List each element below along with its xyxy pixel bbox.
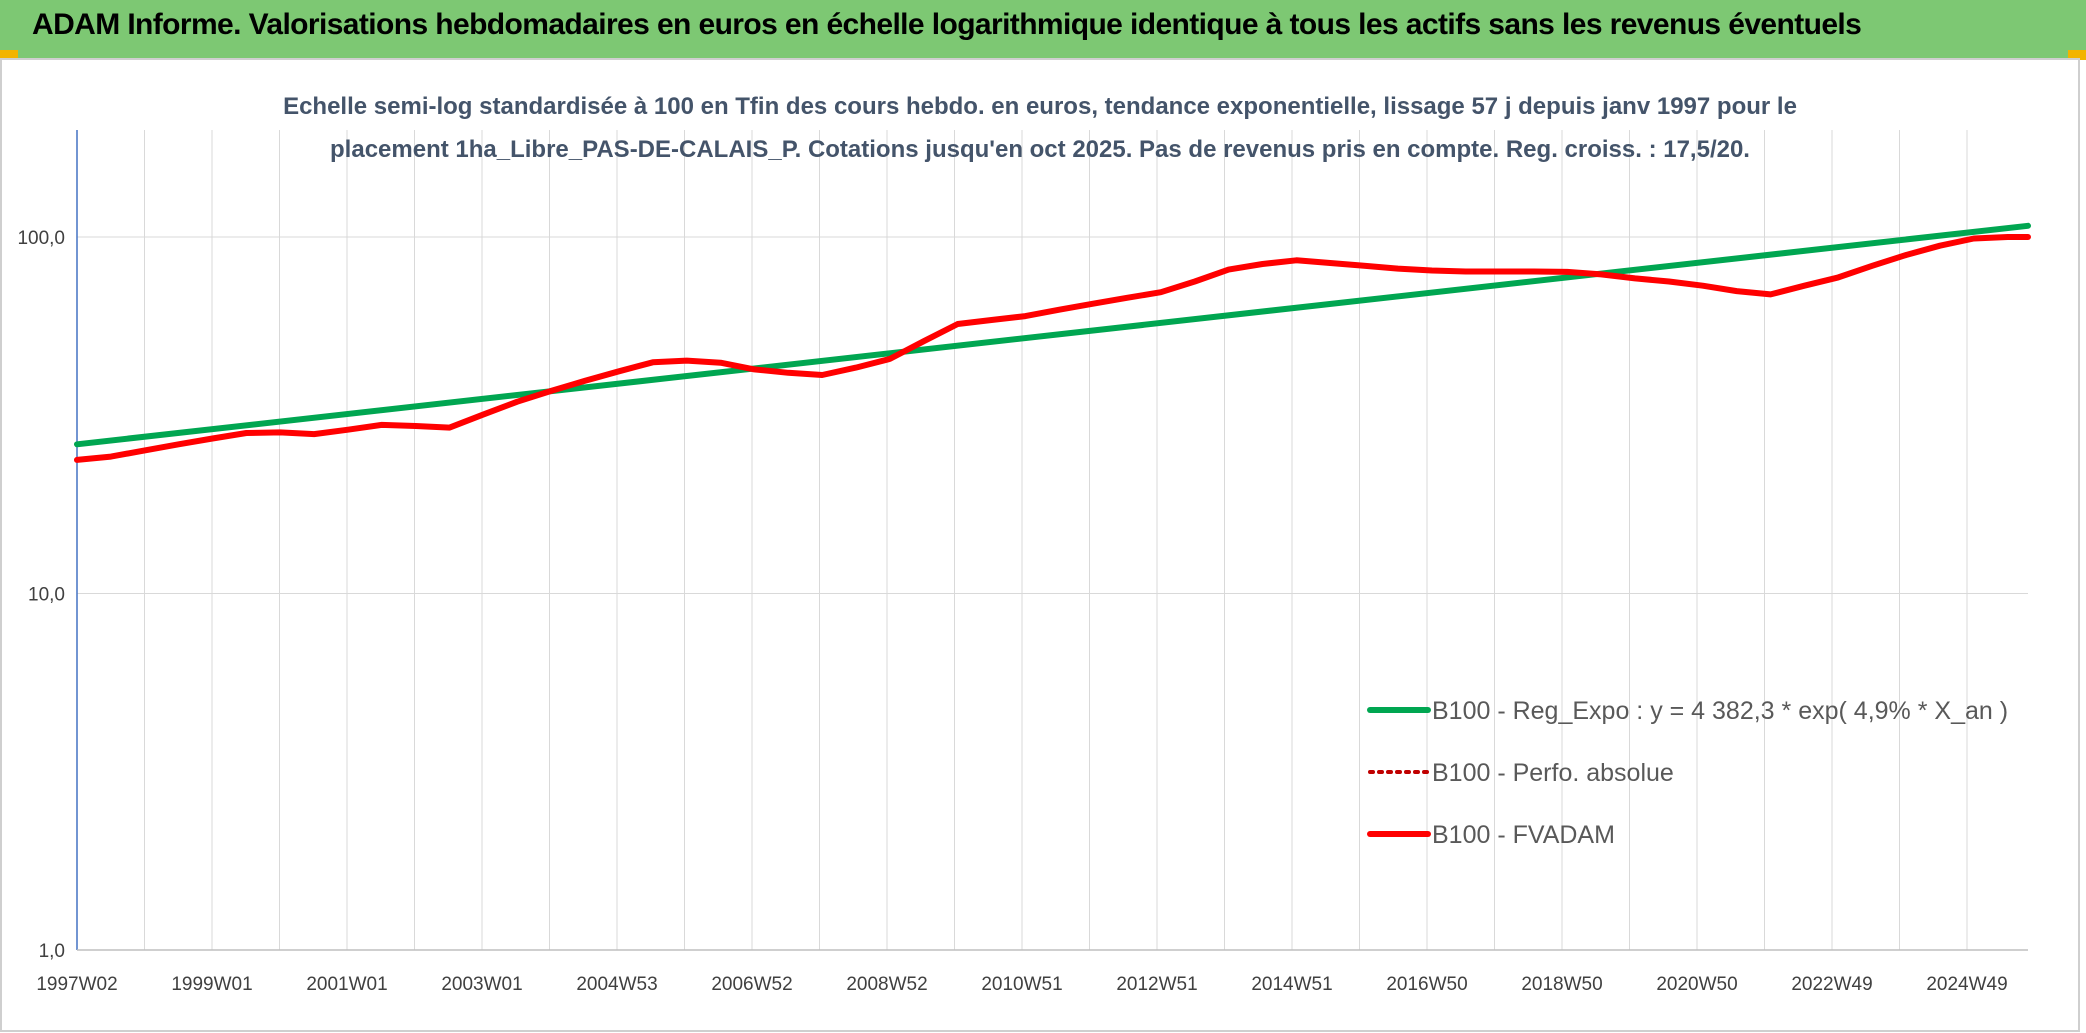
x-tick-label: 2010W51 [981,974,1062,995]
x-tick-label: 2022W49 [1791,974,1872,995]
x-tick-label: 2008W52 [846,974,927,995]
fvadam-line-series [74,234,2031,463]
page-title: ADAM Informe. Valorisations hebdomadaire… [32,8,1862,41]
x-tick-label: 1999W01 [171,974,252,995]
trend-line-series [74,222,2031,448]
x-tick-label: 2014W51 [1251,974,1332,995]
x-tick-label: 1997W02 [36,974,117,995]
legend-label: B100 - FVADAM [1432,821,1615,849]
x-tick-label: 2004W53 [576,974,657,995]
x-tick-label: 2003W01 [441,974,522,995]
x-tick-label: 2020W50 [1656,974,1737,995]
legend-label: B100 - Perfo. absolue [1432,759,1674,787]
y-tick-label: 1,0 [39,941,65,962]
x-tick-label: 2006W52 [711,974,792,995]
chart-subtitle-line-2: placement 1ha_Libre_PAS-DE-CALAIS_P. Cot… [330,136,1750,163]
x-tick-label: 2012W51 [1116,974,1197,995]
x-tick-label: 2018W50 [1521,974,1602,995]
y-tick-label: 100,0 [17,228,65,249]
legend-label: B100 - Reg_Expo : y = 4 382,3 * exp( 4,9… [1432,697,2008,725]
x-tick-label: 2024W49 [1926,974,2007,995]
y-tick-label: 10,0 [28,584,65,605]
corner-marker-top-left [0,50,18,60]
chart-subtitle-line-1: Echelle semi-log standardisée à 100 en T… [283,93,1797,120]
x-tick-label: 2016W50 [1386,974,1467,995]
corner-marker-top-right [2068,50,2086,60]
header-bar: ADAM Informe. Valorisations hebdomadaire… [0,0,2086,58]
x-tick-label: 2001W01 [306,974,387,995]
